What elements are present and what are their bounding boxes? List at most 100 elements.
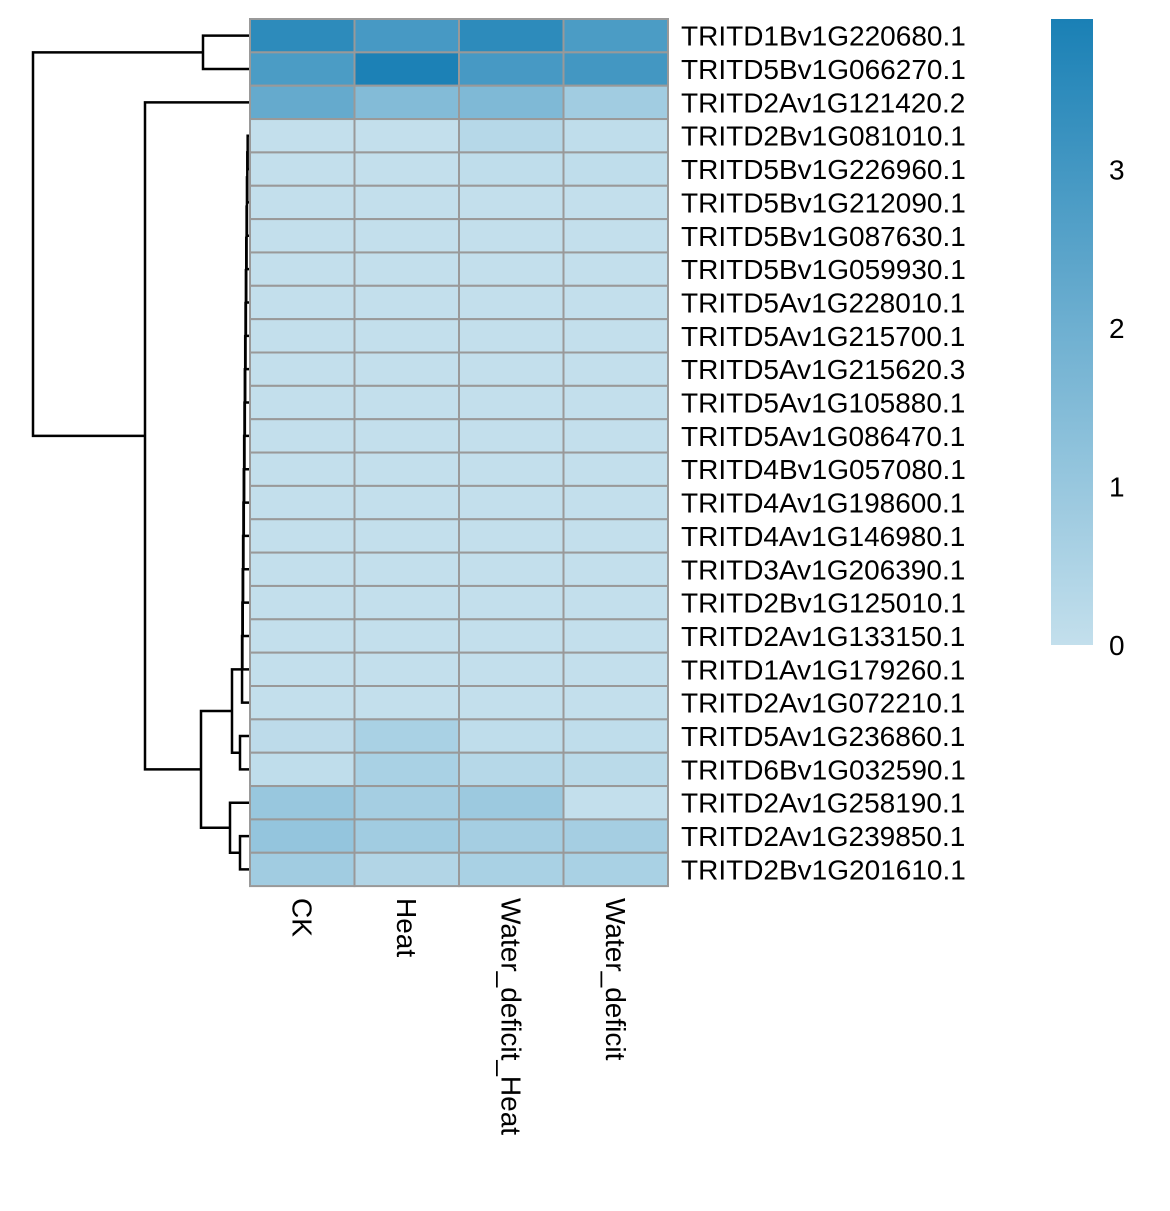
row-label: TRITD2Av1G072210.1 xyxy=(681,688,965,719)
heatmap-cell xyxy=(562,184,669,221)
column-labels: CK Heat Water_deficit_Heat Water_deficit xyxy=(286,898,631,1135)
heatmap-cell xyxy=(562,418,669,454)
heatmap-cell xyxy=(562,818,669,854)
heatmap-cell xyxy=(458,151,565,187)
row-label: TRITD5Bv1G087630.1 xyxy=(681,221,966,252)
heatmap-cell xyxy=(562,251,669,287)
column-label: Heat xyxy=(391,898,422,957)
heatmap-cell xyxy=(249,584,356,621)
heatmap-cell xyxy=(458,718,565,754)
row-label: TRITD5Av1G086470.1 xyxy=(681,421,965,452)
heatmap-cell xyxy=(249,618,356,654)
heatmap-cell xyxy=(562,551,669,587)
heatmap-cell xyxy=(458,751,565,788)
row-label: TRITD5Bv1G226960.1 xyxy=(681,154,966,185)
heatmap-cell xyxy=(249,685,356,721)
heatmap-cell xyxy=(458,118,565,154)
column-label: Water_deficit_Heat xyxy=(495,898,526,1135)
heatmap-cell xyxy=(353,251,460,287)
row-label: TRITD2Av1G239850.1 xyxy=(681,821,965,852)
row-label: TRITD5Av1G215620.3 xyxy=(681,354,965,385)
row-labels: TRITD1Bv1G220680.1TRITD5Bv1G066270.1TRIT… xyxy=(681,21,966,886)
legend-tick-label: 1 xyxy=(1109,472,1125,503)
row-label: TRITD1Av1G179260.1 xyxy=(681,654,965,685)
heatmap-cell xyxy=(458,218,565,254)
heatmap-cell xyxy=(458,484,565,521)
heatmap-cell xyxy=(249,118,356,154)
heatmap-cell xyxy=(458,651,565,688)
heatmap-cell xyxy=(458,84,565,121)
row-label: TRITD4Av1G146980.1 xyxy=(681,521,965,552)
row-label: TRITD5Bv1G212090.1 xyxy=(681,187,966,218)
heatmap-cell xyxy=(458,51,565,87)
dendrogram-branch xyxy=(238,734,250,771)
heatmap-cell xyxy=(458,451,565,487)
legend-tick-label: 2 xyxy=(1109,313,1125,344)
legend-tick-label: 0 xyxy=(1109,630,1125,661)
heatmap-cell xyxy=(249,418,356,454)
row-label: TRITD5Bv1G066270.1 xyxy=(681,54,966,85)
heatmap-cell xyxy=(562,751,669,788)
row-label: TRITD5Av1G215700.1 xyxy=(681,321,965,352)
heatmap-cell xyxy=(562,484,669,521)
heatmap-cell xyxy=(353,351,460,387)
row-label: TRITD5Av1G228010.1 xyxy=(681,287,965,318)
heatmap-cells xyxy=(249,18,669,888)
heatmap-cell xyxy=(249,251,356,287)
row-label: TRITD2Bv1G201610.1 xyxy=(681,854,966,885)
heatmap-cell xyxy=(562,18,669,54)
heatmap-cell xyxy=(353,151,460,187)
dendrogram-branch xyxy=(201,34,250,71)
heatmap-cell xyxy=(353,118,460,154)
heatmap-cell xyxy=(353,818,460,854)
row-label: TRITD2Bv1G081010.1 xyxy=(681,121,966,152)
heatmap-cell xyxy=(458,518,565,554)
heatmap-cell xyxy=(458,418,565,454)
row-label: TRITD2Bv1G125010.1 xyxy=(681,588,966,619)
heatmap-cell xyxy=(353,284,460,321)
heatmap-cell xyxy=(353,551,460,587)
heatmap-cell xyxy=(249,218,356,254)
row-label: TRITD5Bv1G059930.1 xyxy=(681,254,966,285)
heatmap-cell xyxy=(562,351,669,387)
heatmap-cell xyxy=(458,785,565,821)
heatmap-cell xyxy=(249,751,356,788)
heatmap-cell xyxy=(249,351,356,387)
row-dendrogram xyxy=(31,34,250,871)
heatmap-cell xyxy=(353,418,460,454)
heatmap-cell xyxy=(353,84,460,121)
color-bar xyxy=(1051,19,1093,645)
heatmap-cell xyxy=(249,184,356,221)
dendrogram-branch xyxy=(31,51,203,438)
heatmap-cell xyxy=(249,384,356,421)
heatmap-cell xyxy=(458,851,565,888)
heatmap-cell xyxy=(353,618,460,654)
heatmap-cell xyxy=(249,284,356,321)
heatmap-cell xyxy=(249,551,356,587)
row-label: TRITD2Av1G133150.1 xyxy=(681,621,965,652)
legend-tick-label: 3 xyxy=(1109,155,1125,186)
heatmap-cell xyxy=(353,718,460,754)
heatmap-cell xyxy=(458,618,565,654)
row-label: TRITD2Av1G258190.1 xyxy=(681,788,965,819)
heatmap-cell xyxy=(249,518,356,554)
heatmap-cell xyxy=(353,751,460,788)
heatmap-cell xyxy=(562,318,669,354)
heatmap-cell xyxy=(562,284,669,321)
heatmap-cell xyxy=(458,184,565,221)
column-label: Water_deficit xyxy=(600,898,631,1061)
heatmap-cell xyxy=(562,785,669,821)
row-label: TRITD3Av1G206390.1 xyxy=(681,554,965,585)
row-label: TRITD6Bv1G032590.1 xyxy=(681,754,966,785)
heatmap-cell xyxy=(562,718,669,754)
heatmap-cell xyxy=(249,51,356,87)
heatmap-cell xyxy=(353,584,460,621)
heatmap-cell xyxy=(249,451,356,487)
heatmap-cell xyxy=(458,818,565,854)
heatmap-cell xyxy=(562,584,669,621)
heatmap-cell xyxy=(458,584,565,621)
color-legend: 0 1 2 3 xyxy=(1051,19,1125,661)
heatmap-cell xyxy=(249,318,356,354)
row-label: TRITD5Av1G236860.1 xyxy=(681,721,965,752)
